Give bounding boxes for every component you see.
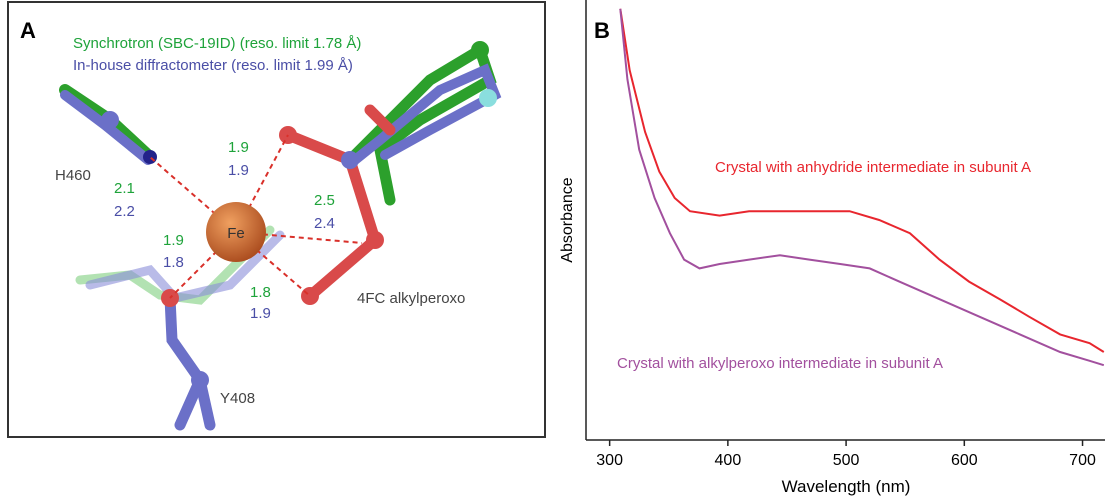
- atom-label: Fe: [227, 225, 245, 242]
- distance: 1.9: [163, 232, 184, 249]
- x-tick-label: 600: [951, 452, 978, 469]
- distance: 1.9: [228, 162, 249, 179]
- panel-b: B Absorbance Wavelength (nm) 300 400 500 60…: [559, 0, 1105, 496]
- distance: 2.1: [114, 180, 135, 197]
- x-tick-label: 700: [1069, 452, 1096, 469]
- legend-entry: In-house diffractometer (reso. limit 1.9…: [73, 57, 353, 74]
- residue-label: 4FC alkylperoxo: [357, 290, 465, 307]
- distance: 1.8: [163, 254, 184, 271]
- x-tick-label: 300: [596, 452, 623, 469]
- distance: 1.8: [250, 284, 271, 301]
- residue-label: H460: [55, 167, 91, 184]
- panel-frame: [7, 1, 546, 438]
- spectrum-line: [619, 8, 1105, 367]
- y-axis-label: Absorbance: [559, 177, 576, 262]
- distance: 2.5: [314, 192, 335, 209]
- fe-atom: [206, 202, 266, 262]
- distance: 2.4: [314, 215, 335, 232]
- spectrum-line: [619, 8, 1105, 353]
- distance: 1.9: [228, 139, 249, 156]
- x-tick-label: 400: [715, 452, 742, 469]
- residue-label: Y408: [220, 390, 255, 407]
- molecule: [59, 41, 502, 431]
- panel-label: B: [594, 18, 610, 43]
- series-label: Crystal with alkylperoxo intermediate in…: [617, 355, 943, 372]
- panel-a: Fe A Synchrotron (SBC-19ID) (reso. limit…: [7, 1, 546, 438]
- x-tick-label: 500: [833, 452, 860, 469]
- x-axis-label: Wavelength (nm): [782, 477, 911, 496]
- distance: 2.2: [114, 203, 135, 220]
- distance: 1.9: [250, 305, 271, 322]
- series-label: Crystal with anhydride intermediate in s…: [715, 159, 1031, 176]
- legend-entry: Synchrotron (SBC-19ID) (reso. limit 1.78…: [73, 35, 361, 52]
- panel-label: A: [20, 18, 36, 43]
